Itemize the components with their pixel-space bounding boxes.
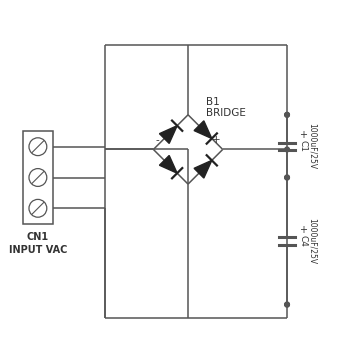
Text: BRIDGE: BRIDGE — [206, 108, 246, 118]
Text: -: - — [155, 135, 159, 145]
Circle shape — [285, 147, 290, 152]
Text: C4: C4 — [299, 235, 308, 247]
Circle shape — [285, 175, 290, 180]
Polygon shape — [194, 160, 212, 178]
Text: B1: B1 — [206, 97, 220, 106]
Text: +: + — [212, 135, 221, 145]
Text: C1: C1 — [299, 140, 308, 152]
Text: 1000uF/25V: 1000uF/25V — [308, 218, 317, 264]
Circle shape — [285, 302, 290, 307]
Polygon shape — [160, 126, 177, 143]
Text: +: + — [299, 225, 307, 235]
Text: +: + — [299, 130, 307, 140]
Circle shape — [285, 175, 290, 180]
Text: INPUT VAC: INPUT VAC — [9, 245, 67, 255]
Polygon shape — [194, 121, 212, 138]
Circle shape — [285, 113, 290, 117]
Circle shape — [285, 113, 290, 117]
Circle shape — [285, 302, 290, 307]
Text: 1000uF/25V: 1000uF/25V — [308, 123, 317, 169]
Text: CN1: CN1 — [27, 232, 49, 242]
FancyBboxPatch shape — [23, 131, 53, 224]
Polygon shape — [160, 155, 177, 173]
